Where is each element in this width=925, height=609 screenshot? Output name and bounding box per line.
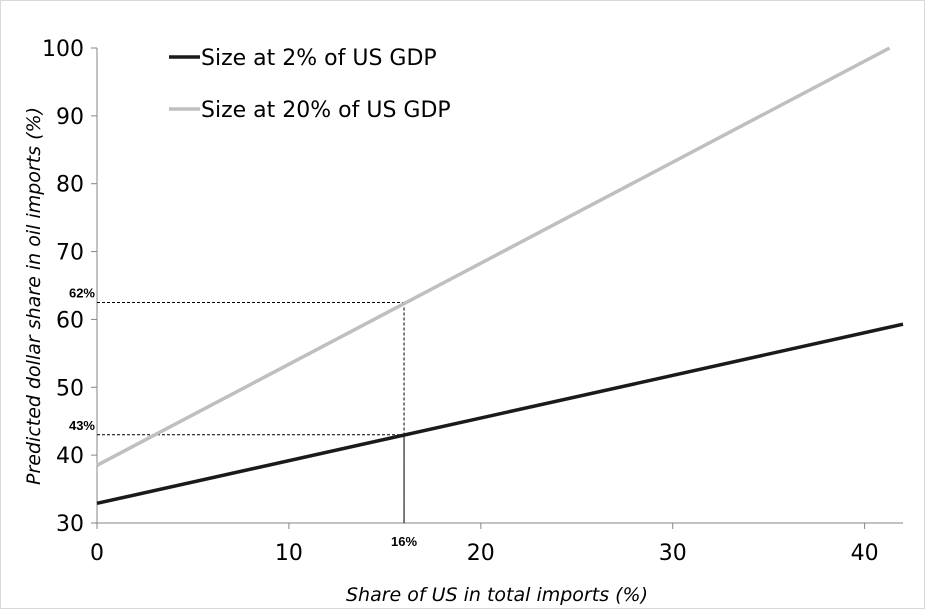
x-tick-label: 30 [659,541,687,566]
x-tick-label: 0 [90,541,104,566]
legend-label: Size at 20% of US GDP [201,98,451,123]
legend: Size at 2% of US GDP Size at 20% of US GD… [169,46,451,123]
series-lines [96,46,904,506]
x-tick-label: 10 [275,541,303,566]
series-line-2 [96,46,891,467]
annotation-label: 62% [69,285,95,300]
y-tick-label: 90 [56,105,84,130]
y-tick-label: 70 [56,241,84,266]
legend-label: Size at 2% of US GDP [201,46,437,71]
y-tick-label: 100 [42,37,84,62]
annotations: 62% 43% 16% [69,285,418,549]
annotation-label: 16% [391,534,417,549]
y-axis-title: Predicted dollar share in oil imports (%… [23,107,45,485]
x-axis-title: Share of US in total imports (%) [346,584,648,606]
y-tick-label: 60 [56,308,84,333]
tick-labels: 30 40 50 60 70 80 90 100 0 10 20 30 40 [42,37,879,566]
y-tick-label: 40 [56,444,84,469]
series-line-1 [96,322,904,506]
y-tick-label: 80 [56,173,84,198]
x-tick-label: 40 [851,541,879,566]
x-tick-label: 20 [467,541,495,566]
reference-lines [97,301,405,523]
y-tick-label: 30 [56,512,84,537]
axes [91,47,903,529]
y-tick-label: 50 [56,376,84,401]
annotation-label: 43% [69,418,95,433]
